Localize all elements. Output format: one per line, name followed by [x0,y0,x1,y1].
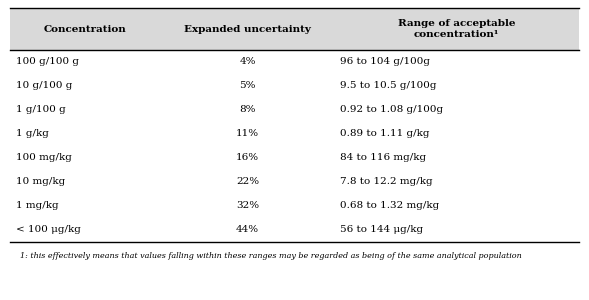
Text: 10 g/100 g: 10 g/100 g [16,82,72,91]
Text: 56 to 144 μg/kg: 56 to 144 μg/kg [340,226,423,235]
Text: 0.89 to 1.11 g/kg: 0.89 to 1.11 g/kg [340,130,430,139]
Text: Range of acceptable
concentration¹: Range of acceptable concentration¹ [398,19,515,39]
Text: 96 to 104 g/100g: 96 to 104 g/100g [340,58,431,67]
Text: 5%: 5% [239,82,256,91]
Text: 100 g/100 g: 100 g/100 g [16,58,79,67]
Text: Expanded uncertainty: Expanded uncertainty [184,25,311,34]
Text: 10 mg/kg: 10 mg/kg [16,178,65,187]
Text: 1 g/100 g: 1 g/100 g [16,106,66,115]
Text: 9.5 to 10.5 g/100g: 9.5 to 10.5 g/100g [340,82,437,91]
Text: 1 g/kg: 1 g/kg [16,130,49,139]
Bar [10,8,579,50]
Text: 100 mg/kg: 100 mg/kg [16,154,72,163]
Text: 0.68 to 1.32 mg/kg: 0.68 to 1.32 mg/kg [340,202,439,211]
Text: 32%: 32% [236,202,259,211]
Text: 4%: 4% [239,58,256,67]
Text: < 100 μg/kg: < 100 μg/kg [16,226,81,235]
Text: 0.92 to 1.08 g/100g: 0.92 to 1.08 g/100g [340,106,444,115]
Text: 11%: 11% [236,130,259,139]
Text: 84 to 116 mg/kg: 84 to 116 mg/kg [340,154,426,163]
Text: 1 mg/kg: 1 mg/kg [16,202,59,211]
Text: 16%: 16% [236,154,259,163]
Text: 8%: 8% [239,106,256,115]
Text: Concentration: Concentration [44,25,127,34]
Text: 1: this effectively means that values falling within these ranges may be regarde: 1: this effectively means that values fa… [20,252,522,260]
Text: 44%: 44% [236,226,259,235]
Text: 22%: 22% [236,178,259,187]
Text: 7.8 to 12.2 mg/kg: 7.8 to 12.2 mg/kg [340,178,433,187]
